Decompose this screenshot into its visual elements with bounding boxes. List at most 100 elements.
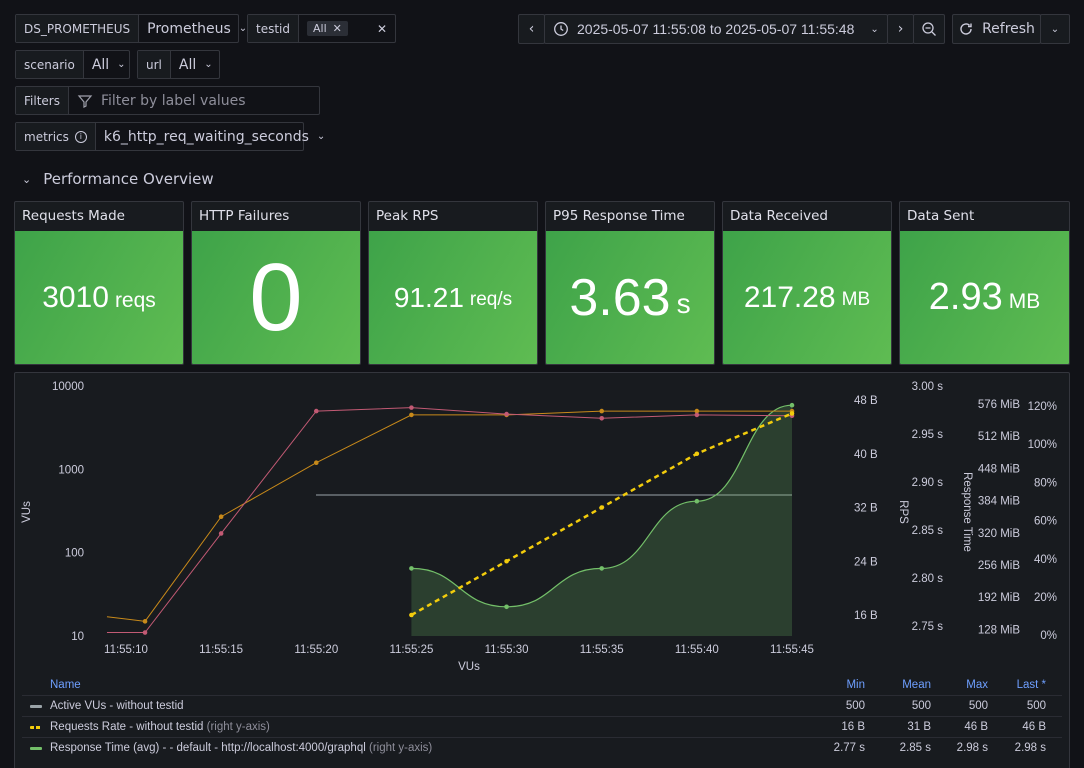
legend-series-suffix: (right y-axis): [368, 742, 433, 754]
stat-peak-rps[interactable]: Peak RPS 91.21 req/s: [368, 201, 538, 365]
y-rps-axis-label: RPS: [897, 500, 909, 524]
y-left-tick-label: 100: [65, 548, 84, 560]
data-point-active-vus: [409, 405, 414, 410]
refresh-button[interactable]: Refresh: [952, 14, 1041, 44]
x-tick-label: 11:55:20: [294, 644, 338, 656]
stat-value: 3010: [42, 280, 109, 314]
filters-input[interactable]: Filter by label values: [69, 87, 319, 114]
y-left-tick-label: 10000: [52, 381, 84, 393]
legend-header-last[interactable]: Last *: [1016, 678, 1046, 691]
legend-series-suffix: (right y-axis): [206, 721, 270, 733]
stat-unit: reqs: [114, 288, 156, 312]
stat-title: Data Sent: [907, 208, 975, 224]
zoom-out-button[interactable]: [913, 14, 945, 44]
stat-data-received[interactable]: Data Received 217.28 MB: [722, 201, 892, 365]
series-line-response-time: [411, 404, 793, 608]
y-pct-tick-label: 80%: [1034, 477, 1057, 489]
legend-header-name[interactable]: Name: [50, 678, 81, 691]
y-left-axis-label: VUs: [21, 501, 33, 523]
data-point-active-vus: [313, 408, 319, 414]
legend-series-name[interactable]: Active VUs - without testid: [50, 700, 184, 712]
y-mem-tick-label: 576 MiB: [978, 399, 1021, 411]
legend-series-name[interactable]: Requests Rate - without testid (right y-…: [50, 721, 270, 733]
stat-title: P95 Response Time: [553, 208, 685, 224]
scenario-variable-select[interactable]: All ⌄: [84, 51, 134, 78]
stat-http-failures[interactable]: HTTP Failures 0: [191, 201, 361, 365]
time-shift-back-button[interactable]: ‹: [518, 14, 545, 44]
x-tick-label: 11:55:35: [580, 644, 624, 656]
section-title: Performance Overview: [43, 170, 214, 188]
legend-series-name[interactable]: Response Time (avg) - - default - http:/…: [50, 742, 433, 754]
chevron-down-icon: ⌄: [238, 23, 248, 34]
metrics-variable-select[interactable]: k6_http_req_waiting_seconds ⌄: [96, 123, 333, 150]
legend-header-min[interactable]: Min: [846, 678, 865, 691]
ds-variable-select[interactable]: Prometheus ⌄: [139, 15, 255, 42]
x-tick-label: 11:55:40: [675, 644, 719, 656]
chevron-down-icon: ⌄: [1050, 23, 1060, 35]
time-range-label: 2025-05-07 11:55:08 to 2025-05-07 11:55:…: [577, 21, 855, 37]
legend-swatch: [30, 704, 42, 708]
legend-header-mean[interactable]: Mean: [902, 678, 931, 691]
stat-unit: s: [676, 287, 691, 319]
data-point-active-vus: [218, 514, 224, 520]
stat-p95-response-time[interactable]: P95 Response Time 3.63 s: [545, 201, 715, 365]
stat-body: 217.28 MB: [723, 231, 891, 364]
url-variable-value: All: [178, 56, 197, 73]
stat-requests-made[interactable]: Requests Made 3010 reqs: [14, 201, 184, 365]
filters-control[interactable]: Filters Filter by label values: [15, 86, 320, 115]
y-pct-tick-label: 20%: [1034, 592, 1057, 604]
testid-variable[interactable]: testid All ✕ ✕: [247, 14, 396, 43]
y-mem-tick-label: 128 MiB: [978, 624, 1021, 636]
stat-body: 3.63 s: [546, 231, 714, 364]
ds-variable[interactable]: DS_PROMETHEUS Prometheus ⌄: [15, 14, 247, 43]
testid-chip[interactable]: All ✕: [307, 21, 348, 36]
legend-row[interactable]: Active VUs - without testid 500 500 500 500: [22, 695, 1062, 716]
legend-swatch: [30, 746, 42, 750]
data-point-active-vus: [599, 408, 605, 414]
chevron-down-icon: ⌄: [870, 23, 879, 35]
data-point-active-vus: [599, 415, 605, 421]
legend-row[interactable]: Response Time (avg) - - default - http:/…: [22, 737, 1062, 758]
filter-icon: [77, 94, 93, 108]
data-point-active-vus: [218, 531, 224, 536]
x-tick-label: 11:55:10: [104, 644, 148, 656]
scenario-variable[interactable]: scenario All ⌄: [15, 50, 130, 79]
timeseries-panel[interactable]: [14, 372, 1070, 768]
data-point-requests-rate: [789, 411, 795, 416]
metrics-variable[interactable]: metrics i k6_http_req_waiting_seconds ⌄: [15, 122, 325, 151]
y-bytes-tick-label: 24 B: [854, 556, 878, 568]
testid-variable-select[interactable]: All ✕ ✕: [299, 15, 395, 42]
url-variable[interactable]: url All ⌄: [137, 50, 220, 79]
data-point-requests-rate: [504, 558, 509, 564]
y-pct-tick-label: 60%: [1034, 516, 1057, 528]
y-resp-tick-label: 2.80 s: [912, 573, 944, 585]
y-bytes-tick-label: 16 B: [854, 610, 878, 622]
url-variable-label: url: [138, 51, 171, 78]
time-range-picker[interactable]: 2025-05-07 11:55:08 to 2025-05-07 11:55:…: [544, 14, 888, 44]
chevron-left-icon: ‹: [528, 21, 535, 37]
x-tick-label: 11:55:30: [485, 644, 529, 656]
stat-unit: MB: [1008, 289, 1041, 313]
remove-chip-icon[interactable]: ✕: [332, 22, 342, 35]
stat-data-sent[interactable]: Data Sent 2.93 MB: [899, 201, 1070, 365]
metrics-variable-value: k6_http_req_waiting_seconds: [103, 128, 309, 145]
clear-icon[interactable]: ✕: [376, 21, 387, 36]
y-bytes-tick-label: 40 B: [854, 449, 878, 461]
row-performance-overview[interactable]: ⌄ Performance Overview: [22, 170, 214, 188]
stat-value: 3.63: [569, 268, 671, 327]
y-pct-tick-label: 100%: [1028, 439, 1057, 451]
refresh-interval-button[interactable]: ⌄: [1040, 14, 1070, 44]
legend-header-max[interactable]: Max: [966, 678, 988, 691]
chevron-down-icon: ⌄: [117, 59, 126, 70]
data-point-response-time: [599, 566, 605, 571]
y-mem-tick-label: 448 MiB: [978, 463, 1021, 475]
url-variable-select[interactable]: All ⌄: [171, 51, 221, 78]
data-point-requests-rate: [599, 505, 605, 510]
info-icon[interactable]: i: [74, 130, 87, 143]
legend-min-value: 500: [845, 700, 865, 712]
time-shift-forward-button[interactable]: ›: [887, 14, 914, 44]
legend-row[interactable]: Requests Rate - without testid (right y-…: [22, 716, 1062, 737]
x-tick-label: 11:55:25: [389, 644, 433, 656]
stat-unit: req/s: [469, 289, 513, 310]
